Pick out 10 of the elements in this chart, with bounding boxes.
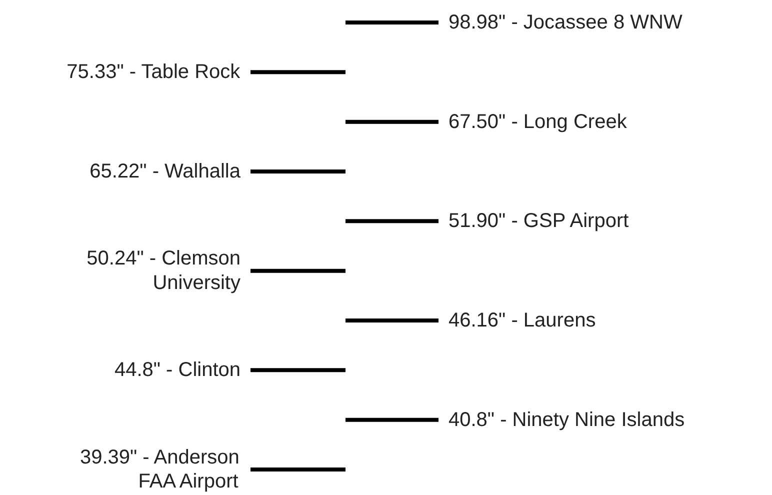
data-label: 51.90" - GSP Airport	[448, 210, 630, 232]
data-label: 67.50" - Long Creek	[448, 110, 628, 133]
data-label: 98.98" - Jocassee 8 WNW	[448, 12, 682, 34]
data-label: 46.16" - Laurens	[448, 310, 596, 332]
data-label: 50.24" - Clemson University	[86, 248, 241, 294]
data-label: 39.39" - Anderson FAA Airport	[80, 446, 240, 493]
data-label: 44.8" - Clinton	[114, 359, 241, 382]
data-label: 40.8" - Ninety Nine Islands	[448, 408, 685, 431]
data-label: 75.33" - Table Rock	[66, 61, 242, 84]
data-label: 65.22" - Walhalla	[90, 160, 242, 182]
